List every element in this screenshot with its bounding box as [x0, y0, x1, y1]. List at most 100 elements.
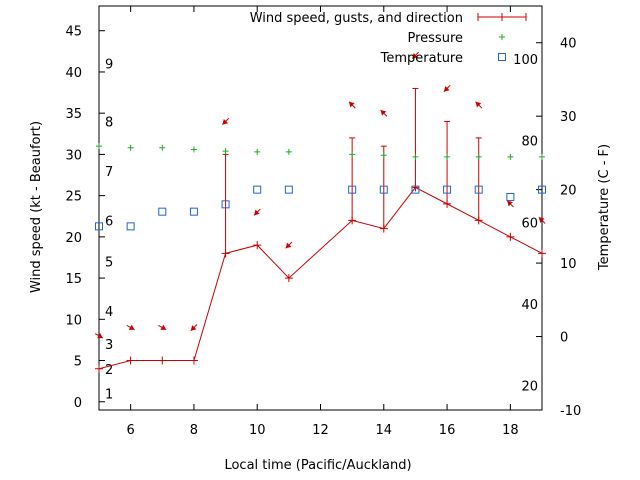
y-right-tick-label: 30 — [560, 110, 577, 125]
y-left-tick-label: 45 — [65, 25, 82, 40]
y-left-tick-label: 40 — [65, 66, 82, 81]
wind-direction-arrow — [506, 200, 514, 208]
temperature-point — [474, 185, 483, 194]
wind-direction-arrow — [475, 101, 483, 109]
arrow-head — [412, 52, 418, 59]
beaufort-label: 5 — [105, 256, 113, 271]
chart-legend: Wind speed, gusts, and direction Pressure… — [250, 11, 527, 66]
temperature-point — [126, 222, 135, 231]
x-tick-label: 10 — [249, 423, 266, 438]
wind-speed-point — [411, 183, 420, 192]
fahrenheit-label: 80 — [521, 135, 538, 150]
wind-speed-point — [506, 232, 515, 241]
wind-direction-arrow — [411, 51, 419, 60]
wind-direction-arrow — [158, 324, 167, 331]
legend-label-temperature: Temperature — [380, 51, 463, 66]
y-left-tick-label: 35 — [65, 107, 82, 122]
y-left-tick-label: 10 — [65, 313, 82, 328]
wind-direction-arrow — [190, 324, 198, 332]
wind-speed-point — [443, 199, 452, 208]
y-right-tick-label: 20 — [560, 184, 577, 199]
temperature-point — [443, 185, 452, 194]
x-tick-label: 12 — [312, 423, 329, 438]
wind-direction-arrow — [443, 84, 451, 92]
y-right-tick-label: -10 — [560, 404, 581, 419]
arrow-head — [538, 217, 545, 223]
arrow-head — [443, 85, 450, 92]
wind-speed-point — [379, 224, 388, 233]
arrow-head — [128, 324, 135, 330]
beaufort-label: 3 — [105, 338, 113, 353]
pressure-point — [127, 144, 134, 151]
beaufort-label: 1 — [105, 388, 113, 403]
temperature-point — [253, 185, 262, 194]
pressure-point — [96, 143, 102, 150]
y-right-tick-label: 10 — [560, 257, 577, 272]
tick-labels: 6 8 10 12 14 16 18051015202530354045-100102030… — [65, 25, 581, 438]
wind-direction-arrow — [285, 241, 293, 249]
wind-speed-point — [158, 356, 167, 365]
pressure-point — [254, 148, 261, 155]
temperature-point — [379, 185, 388, 194]
pressure-point — [349, 151, 356, 158]
x-tick-label: 16 — [439, 423, 456, 438]
fahrenheit-label: 100 — [513, 53, 538, 68]
wind-speed-point — [284, 274, 293, 283]
y-right-tick-label: 0 — [560, 331, 568, 346]
pressure-point — [507, 153, 514, 160]
temperature-point — [95, 222, 103, 231]
temperature-point — [348, 185, 357, 194]
temperature-point — [221, 200, 230, 209]
pressure-point — [444, 153, 451, 160]
arrow-head — [160, 324, 167, 330]
wind-speed-point — [126, 356, 135, 365]
legend-sample-pressure — [499, 34, 505, 40]
temperature-point — [189, 207, 198, 216]
temperature-point — [284, 185, 293, 194]
pressure-point — [475, 153, 482, 160]
beaufort-label: 7 — [105, 165, 113, 180]
legend-label-pressure: Pressure — [407, 31, 463, 46]
pressure-point — [159, 144, 166, 151]
arrow-head — [380, 110, 387, 116]
wind-speed-point — [253, 241, 262, 250]
y-left-tick-label: 20 — [65, 231, 82, 246]
wind-direction-arrow — [348, 101, 356, 109]
y-axis-left-label: Wind speed (kt - Beaufort) — [29, 121, 44, 293]
fahrenheit-label: 40 — [521, 298, 538, 313]
y-left-tick-label: 5 — [74, 355, 82, 370]
legend-label-wind: Wind speed, gusts, and direction — [250, 11, 463, 26]
wind-speed-point — [474, 216, 483, 225]
wind-speed-point — [189, 356, 198, 365]
arrow-head — [254, 209, 260, 216]
temperature-point — [411, 185, 420, 194]
arrow-head — [475, 101, 482, 108]
pressure-point — [222, 148, 229, 155]
pressure-point — [539, 153, 545, 160]
y-left-tick-label: 30 — [65, 148, 82, 163]
arrow-head — [222, 118, 229, 125]
wind-speed-point — [348, 216, 357, 225]
arrow-head — [507, 200, 513, 207]
fahrenheit-label: 20 — [521, 380, 538, 395]
pressure-point — [412, 153, 419, 160]
wind-speed-point — [95, 364, 103, 373]
y-right-tick-label: 40 — [560, 37, 577, 52]
beaufort-label: 8 — [105, 115, 113, 130]
wind-direction-arrow — [222, 117, 230, 125]
temperature-point — [538, 185, 546, 194]
chart-axes — [98, 5, 543, 411]
y-left-tick-label: 0 — [74, 396, 82, 411]
wind-direction-arrow — [126, 324, 135, 331]
pressure-point — [285, 148, 292, 155]
arrow-head — [97, 332, 103, 339]
legend-sample-wind-point — [498, 13, 506, 21]
wind-direction-arrow — [380, 109, 388, 117]
temperature-point — [158, 207, 167, 216]
arrow-head — [348, 101, 355, 108]
wind-direction-arrow — [538, 216, 546, 224]
beaufort-label: 9 — [105, 58, 113, 73]
